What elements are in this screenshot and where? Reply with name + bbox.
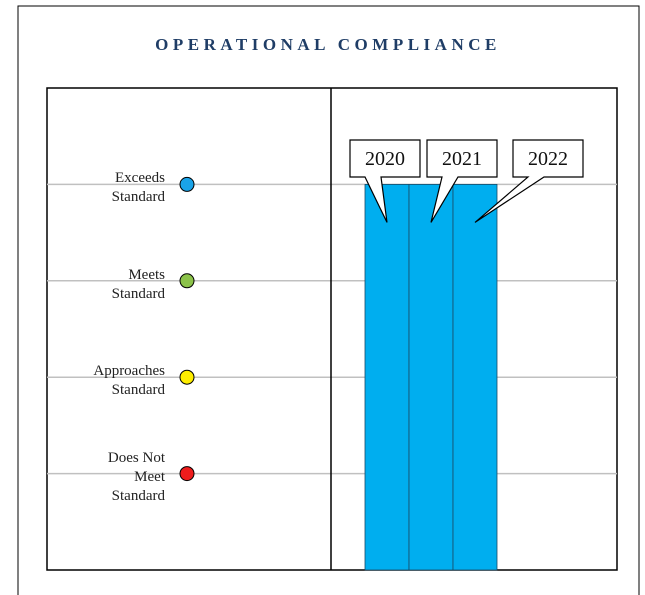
level-dot bbox=[179, 369, 195, 385]
bar bbox=[408, 183, 454, 571]
chart-title: OPERATIONAL COMPLIANCE bbox=[155, 35, 501, 54]
callout bbox=[426, 139, 498, 223]
level-dot bbox=[179, 466, 195, 482]
callout bbox=[349, 139, 421, 223]
level-dot bbox=[179, 176, 195, 192]
y-tick-label: Does Not Meet Standard bbox=[107, 450, 165, 505]
level-dot bbox=[179, 273, 195, 289]
y-tick-label: Approaches Standard bbox=[93, 363, 165, 399]
bar bbox=[364, 183, 410, 571]
callout-label: 2021 bbox=[442, 148, 482, 170]
y-tick-label: Exceeds Standard bbox=[111, 170, 165, 206]
callout-label: 2022 bbox=[528, 148, 568, 170]
callout-label: 2020 bbox=[365, 148, 405, 170]
frame bbox=[17, 5, 640, 595]
bar bbox=[452, 183, 498, 571]
callout bbox=[474, 139, 584, 223]
plot-area bbox=[46, 87, 618, 571]
y-tick-label: Meets Standard bbox=[111, 266, 165, 302]
